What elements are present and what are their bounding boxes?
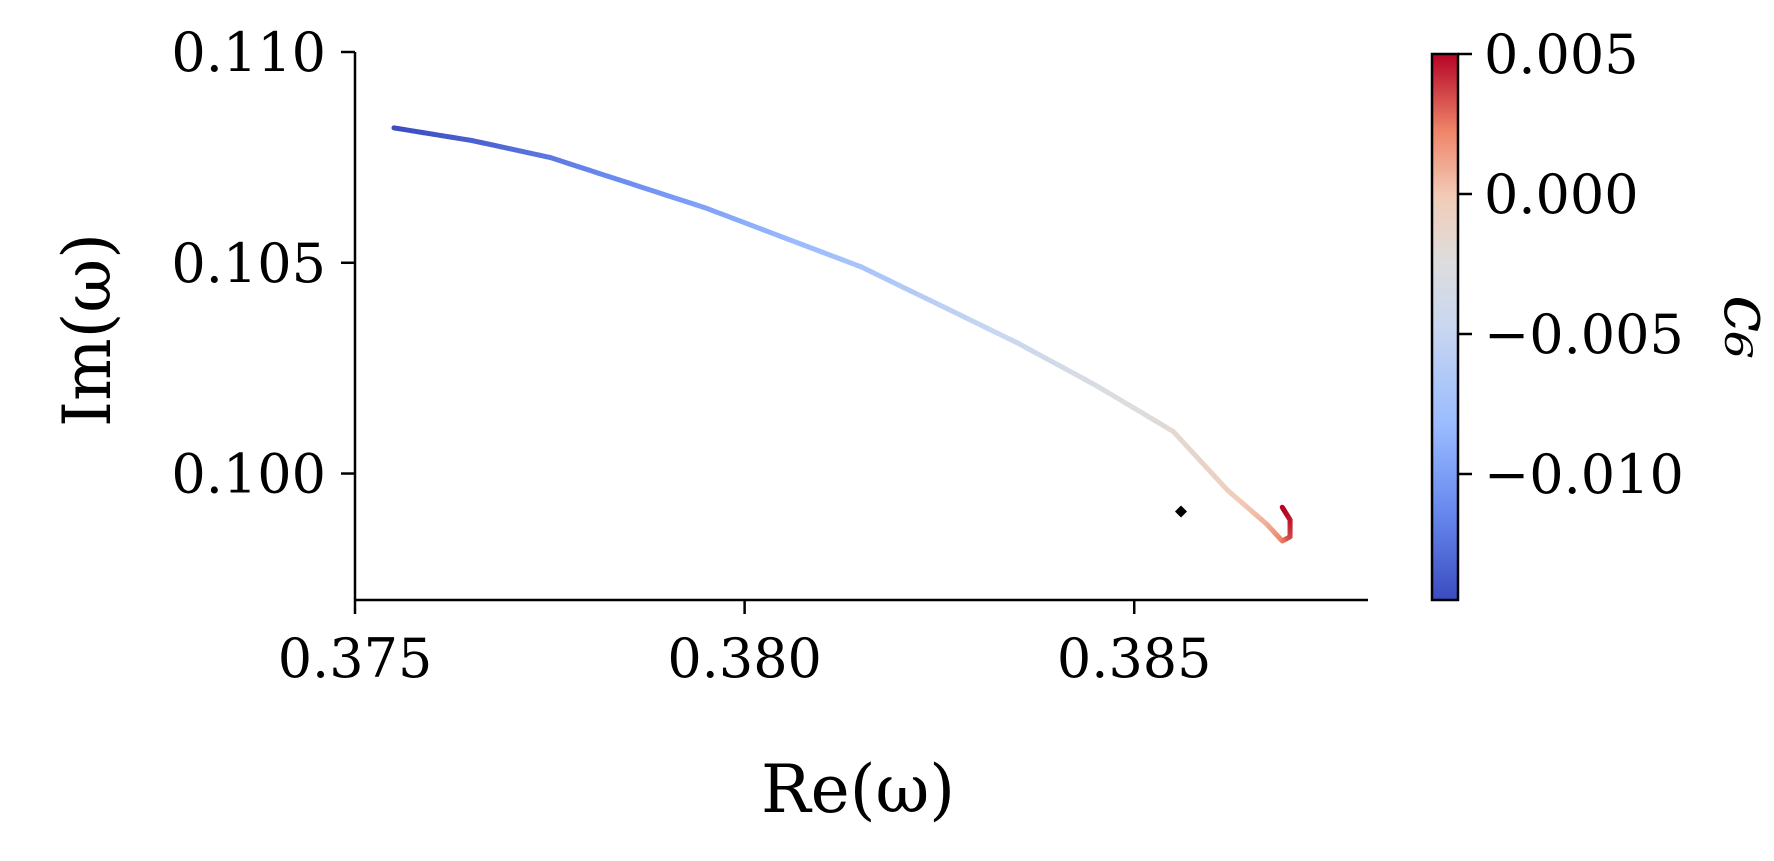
y-tick-label: 0.110 [171,21,326,84]
x-tick-label: 0.385 [1057,627,1212,690]
y-tick-label: 0.105 [171,232,326,295]
colorbar-tick-label: −0.005 [1484,303,1684,366]
colorbar-tick-label: 0.000 [1484,163,1639,226]
marker-point [1174,505,1187,518]
x-axis-label: Re(ω) [761,751,955,828]
x-tick-label: 0.375 [278,627,433,690]
colorbar-tick-label: −0.010 [1484,443,1684,506]
y-ticks: 0.100 0.105 0.110 [171,21,355,506]
colorbar-ticks: 0.005 0.000 −0.005 −0.010 [1458,23,1684,506]
y-axis-label: Im(ω) [49,233,126,427]
x-tick-label: 0.380 [667,627,822,690]
colorbar-tick-label: 0.005 [1484,23,1639,86]
colorbar [1430,52,1460,602]
y-tick-label: 0.100 [171,443,326,506]
plot-area [391,125,1293,544]
x-ticks: 0.375 0.380 0.385 [278,600,1212,690]
curve-segment [1279,504,1286,512]
colorbar-label: c₆ [1709,295,1774,358]
